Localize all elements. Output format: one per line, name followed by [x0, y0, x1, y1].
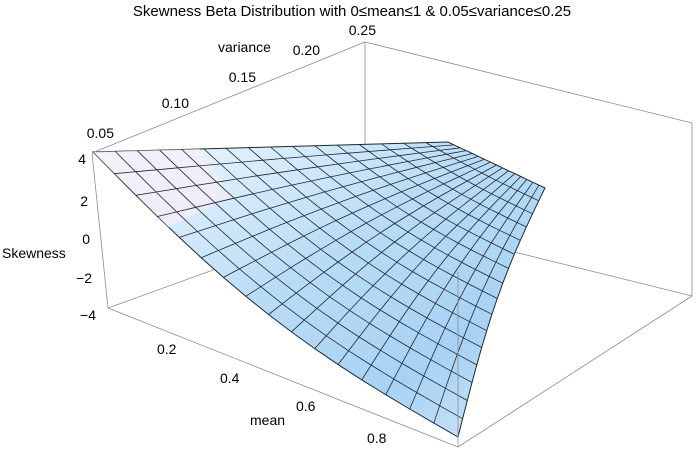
bounding-box-front: [91, 41, 693, 448]
mesh-line: [403, 142, 533, 215]
mesh-line: [114, 151, 463, 420]
x-tick-label: 0.8: [367, 430, 387, 446]
y-axis-label: variance: [218, 39, 271, 55]
box-edge: [91, 152, 109, 309]
mesh-line: [181, 149, 477, 366]
mesh-line: [225, 148, 487, 332]
surface-mesh: [114, 142, 540, 424]
mesh-line: [381, 143, 527, 228]
z-axis: 4 2 0 −2 −4 Skewness: [2, 151, 96, 323]
mesh-line: [159, 149, 473, 383]
mesh-line: [425, 142, 539, 202]
y-tick-label: 0.10: [162, 95, 189, 111]
y-tick-label: 0.05: [87, 125, 114, 141]
mesh-line: [137, 150, 468, 401]
box-edge: [364, 41, 693, 124]
z-tick-label: −4: [80, 307, 96, 323]
box-edge: [107, 307, 459, 448]
z-tick-label: 0: [82, 231, 90, 247]
mesh-line: [359, 144, 521, 241]
y-tick-label: 0.15: [229, 69, 256, 85]
x-axis: 0.2 0.4 0.6 0.8 mean: [157, 341, 387, 446]
y-axis: 0.05 0.10 0.15 0.20 0.25 variance: [87, 22, 376, 141]
surface-tint: [93, 149, 232, 228]
x-tick-label: 0.4: [220, 370, 240, 386]
mesh-line: [203, 148, 482, 348]
z-axis-label: Skewness: [2, 245, 66, 261]
z-tick-label: −2: [76, 270, 92, 286]
x-axis-label: mean: [250, 412, 285, 428]
mesh-line: [292, 146, 503, 284]
mesh-line: [248, 147, 493, 315]
z-tick-label: 2: [80, 193, 88, 209]
y-tick-label: 0.20: [293, 42, 320, 58]
chart-title: Skewness Beta Distribution with 0≤mean≤1…: [133, 3, 571, 20]
mesh-line: [314, 145, 509, 269]
box-edge: [91, 41, 366, 154]
y-tick-label: 0.25: [349, 22, 376, 38]
x-tick-label: 0.6: [296, 398, 316, 414]
box-edge: [457, 295, 693, 448]
x-tick-label: 0.2: [157, 341, 177, 357]
mesh-line: [336, 144, 515, 255]
z-tick-label: 4: [78, 151, 86, 167]
